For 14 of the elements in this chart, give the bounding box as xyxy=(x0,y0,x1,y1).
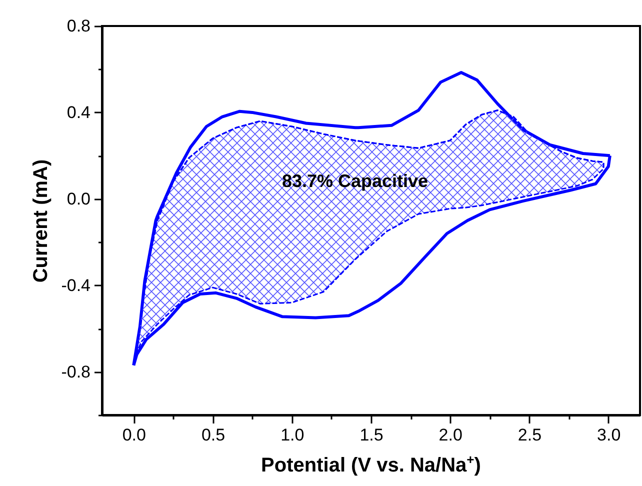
x-tick-label: 1.0 xyxy=(280,426,304,444)
x-tick-label: 2.0 xyxy=(438,426,462,444)
y-axis-title: Current (mA) xyxy=(30,159,52,283)
y-tick-label: 0.8 xyxy=(66,16,90,36)
x-tick-label: 0.5 xyxy=(201,426,226,444)
y-tick-label: 0.0 xyxy=(66,189,90,208)
y-tick-label: 0.4 xyxy=(66,102,90,122)
y-tick-label: -0.4 xyxy=(61,276,90,295)
x-tick-label: 0.0 xyxy=(122,426,146,444)
x-tick-label: 2.5 xyxy=(518,426,542,444)
x-axis-title: Potential (V vs. Na/Na$^{+}$) xyxy=(260,452,482,478)
y-tick-label: -0.8 xyxy=(61,362,90,382)
x-tick-label: 3.0 xyxy=(597,426,621,444)
x-tick-label: 1.5 xyxy=(360,426,384,444)
